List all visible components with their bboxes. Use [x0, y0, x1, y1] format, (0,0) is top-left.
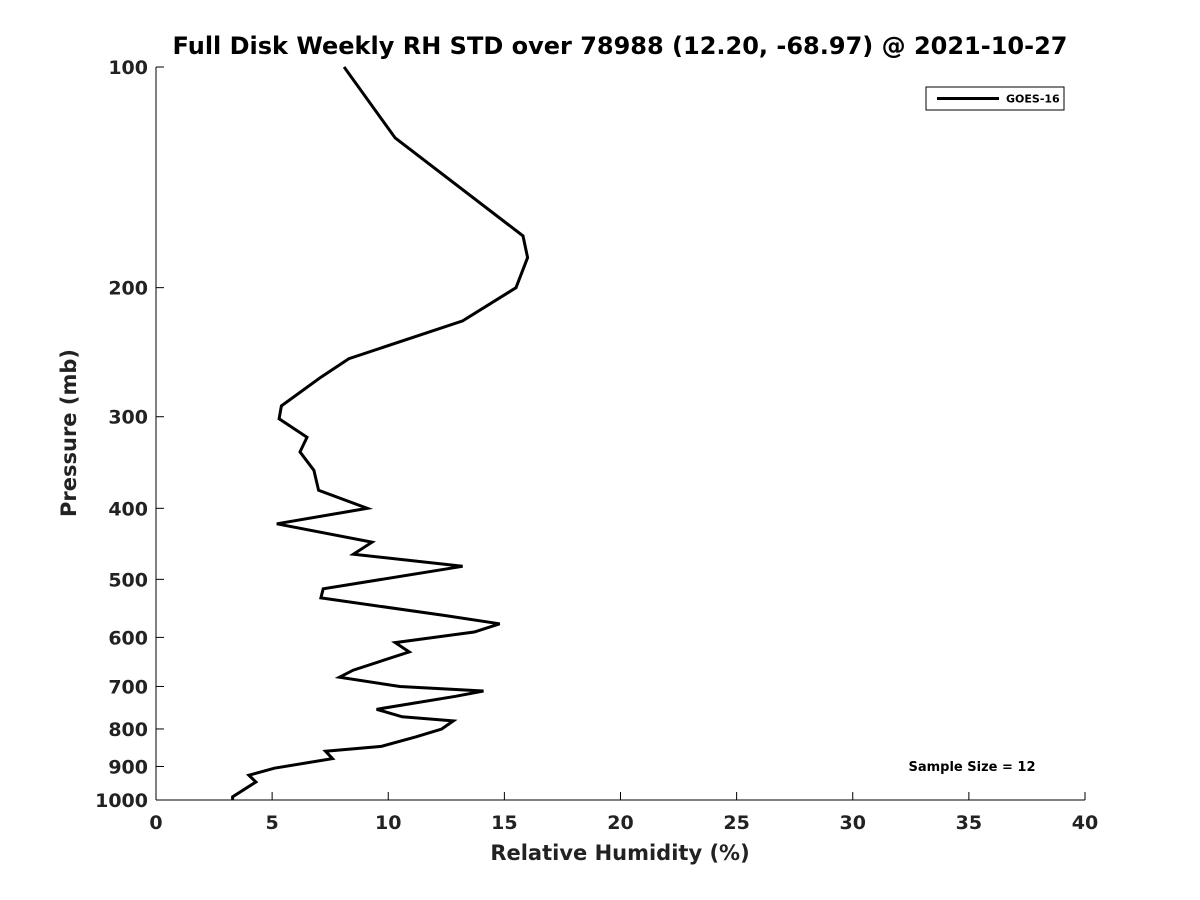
x-tick-label-15: 15: [491, 812, 517, 834]
x-tick-label-25: 25: [723, 812, 749, 834]
legend: GOES-16: [925, 86, 1065, 111]
y-tick-label-800: 800: [108, 719, 148, 741]
chart-title: Full Disk Weekly RH STD over 78988 (12.2…: [173, 32, 1068, 60]
y-tick-label-200: 200: [108, 278, 148, 300]
x-tick-label-0: 0: [149, 812, 162, 834]
x-axis: 0 5 10 15 20 25 30 35 40: [149, 792, 1098, 834]
x-axis-label: Relative Humidity (%): [490, 841, 749, 865]
y-tick-label-600: 600: [108, 627, 148, 649]
y-tick-label-700: 700: [108, 676, 148, 698]
y-tick-label-400: 400: [108, 498, 148, 520]
x-tick-label-5: 5: [266, 812, 279, 834]
y-axis: 100 200 300 400 500 600 700 800 900 1000: [95, 57, 164, 812]
legend-label-goes-16: GOES-16: [1006, 93, 1060, 106]
x-tick-label-40: 40: [1072, 812, 1098, 834]
plot-area: [155, 67, 1085, 801]
y-tick-label-300: 300: [108, 407, 148, 429]
x-tick-label-35: 35: [956, 812, 982, 834]
y-tick-label-500: 500: [108, 569, 148, 591]
y-tick-label-900: 900: [108, 756, 148, 778]
x-tick-label-30: 30: [840, 812, 866, 834]
x-tick-label-10: 10: [375, 812, 401, 834]
series-layer: [231, 66, 530, 800]
series-line-goes-16: [231, 66, 530, 800]
x-tick-label-20: 20: [607, 812, 633, 834]
y-tick-label-1000: 1000: [95, 790, 148, 812]
y-axis-label: Pressure (mb): [57, 349, 81, 517]
sample-size-annotation: Sample Size = 12: [908, 760, 1035, 775]
y-tick-label-100: 100: [108, 57, 148, 79]
